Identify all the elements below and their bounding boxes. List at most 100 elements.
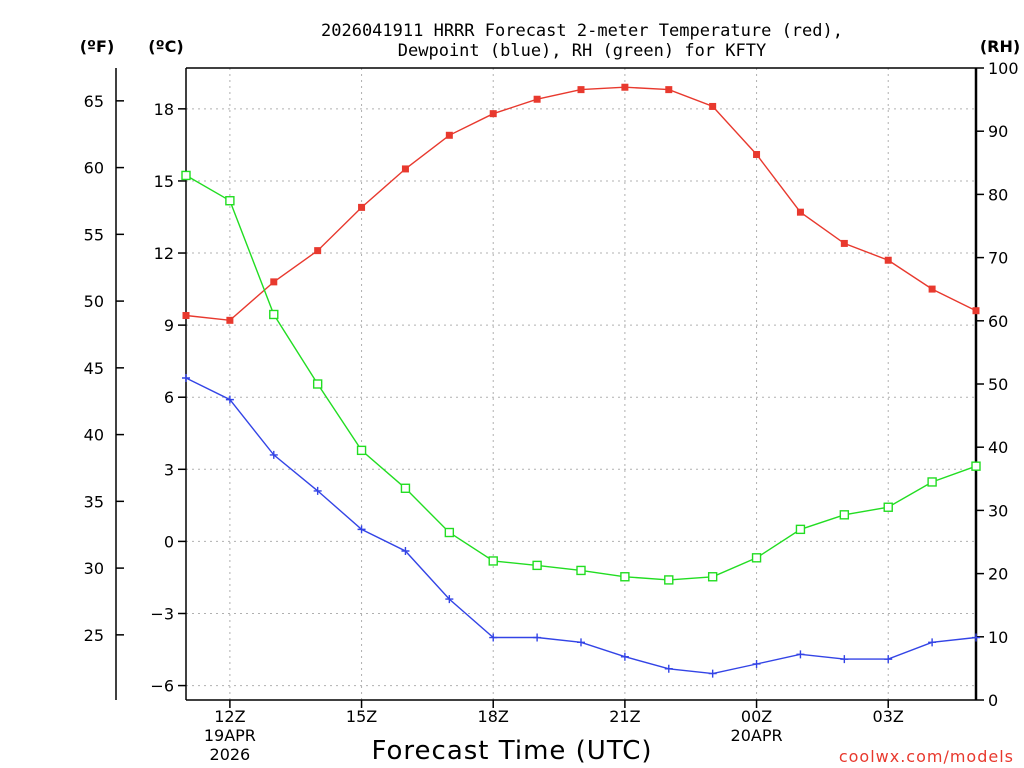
- temperature-point-18: [972, 307, 980, 315]
- rh-line: [185, 174, 977, 581]
- unit-label-rh: (RH): [980, 37, 1020, 56]
- rh-point-3: [312, 379, 323, 389]
- temperature-point-6: [445, 131, 453, 139]
- time-tick-label-5-0: 03Z: [873, 707, 904, 726]
- temperature-point-3: [314, 247, 322, 255]
- fahrenheit-tick-label-6: 35: [84, 492, 104, 511]
- dewpoint-point-15: [840, 655, 849, 664]
- chart-title: 2026041911 HRRR Forecast 2-meter Tempera…: [321, 21, 843, 61]
- rh-tick-label-1: 90: [988, 122, 1008, 141]
- credit-text: coolwx.com/models: [839, 747, 1014, 766]
- dewpoint-point-12: [708, 669, 717, 678]
- fahrenheit-tick-label-7: 30: [84, 559, 104, 578]
- dewpoint-point-3: [313, 486, 322, 495]
- rh-point-6: [444, 527, 455, 538]
- dewpoint-point-18: [972, 633, 980, 642]
- celsius-tick-label-4: 6: [164, 388, 174, 407]
- rh-tick-label-6: 40: [988, 438, 1008, 457]
- celsius-tick-label-5: 3: [164, 460, 174, 479]
- rh-tick-label-0: 100: [988, 59, 1019, 78]
- temperature-line: [185, 86, 977, 322]
- temperature-point-9: [577, 86, 585, 94]
- temperature-point-2: [270, 278, 278, 286]
- dewpoint-point-11: [664, 664, 673, 673]
- fahrenheit-tick-label-3: 50: [84, 292, 104, 311]
- rh-point-15: [839, 510, 850, 520]
- rh-point-8: [532, 560, 542, 571]
- celsius-tick-label-8: −6: [150, 677, 174, 696]
- dewpoint-point-4: [357, 525, 366, 534]
- celsius-tick-label-3: 9: [164, 316, 174, 335]
- rh-point-11: [664, 575, 674, 585]
- rh-point-5: [400, 483, 411, 493]
- time-tick-label-0-1: 19APR: [204, 726, 256, 745]
- temperature-point-11: [665, 86, 673, 94]
- rh-point-17: [927, 477, 937, 487]
- dewpoint-point-6: [445, 595, 454, 604]
- rh-point-10: [620, 572, 630, 582]
- rh-tick-label-10: 0: [988, 691, 998, 710]
- rh-point-2: [269, 309, 279, 320]
- temperature-point-5: [401, 165, 409, 173]
- fahrenheit-tick-label-0: 65: [84, 92, 104, 111]
- celsius-axis: 18 15 12 9 6 3 0 −3 −6: [150, 100, 186, 696]
- dewpoint-point-7: [489, 633, 498, 642]
- dewpoint-point-1: [225, 395, 234, 404]
- rh-point-9: [576, 565, 586, 576]
- rh-tick-label-9: 10: [988, 628, 1008, 647]
- fahrenheit-tick-label-2: 55: [84, 225, 104, 244]
- temperature-point-14: [796, 208, 804, 216]
- unit-label-celsius: (ºC): [148, 37, 183, 56]
- temperature-point-0: [182, 312, 190, 320]
- rh-tick-label-4: 60: [988, 312, 1008, 331]
- temperature-point-10: [621, 83, 629, 91]
- temperature-point-1: [226, 316, 234, 324]
- temperature-point-13: [753, 151, 761, 159]
- dewpoint-point-2: [269, 450, 278, 459]
- rh-tick-label-2: 80: [988, 185, 1008, 204]
- dewpoint-point-13: [752, 659, 761, 668]
- dewpoint-point-5: [401, 547, 410, 556]
- dewpoint-point-14: [796, 650, 805, 659]
- fahrenheit-tick-label-4: 45: [84, 359, 104, 378]
- dewpoint-point-16: [884, 655, 893, 664]
- rh-point-13: [751, 553, 762, 563]
- rh-tick-label-5: 50: [988, 375, 1008, 394]
- rh-point-16: [883, 502, 893, 512]
- dewpoint-point-8: [533, 633, 542, 642]
- grid: [186, 68, 976, 700]
- time-tick-label-4-0: 00Z: [741, 707, 772, 726]
- celsius-tick-label-0: 18: [154, 100, 174, 119]
- rh-tick-label-7: 30: [988, 501, 1008, 520]
- dewpoint-line: [185, 377, 977, 675]
- temperature-point-15: [840, 239, 848, 247]
- time-tick-label-1-0: 15Z: [346, 707, 377, 726]
- fahrenheit-tick-label-5: 40: [84, 426, 104, 445]
- unit-label-fahrenheit: (ºF): [80, 37, 115, 56]
- time-tick-label-4-1: 20APR: [731, 726, 783, 745]
- dewpoint-point-0: [182, 373, 190, 382]
- temperature-point-8: [533, 95, 541, 103]
- time-tick-label-3-0: 21Z: [609, 707, 640, 726]
- rh-tick-label-3: 70: [988, 249, 1008, 268]
- rh-point-7: [488, 556, 498, 566]
- rh-point-18: [971, 461, 981, 471]
- celsius-tick-label-6: 0: [164, 532, 174, 551]
- rh-point-0: [181, 170, 191, 181]
- temperature-point-16: [884, 256, 892, 264]
- rh-point-14: [795, 524, 806, 535]
- time-tick-label-0-0: 12Z: [214, 707, 245, 726]
- celsius-tick-label-2: 12: [154, 244, 174, 263]
- dewpoint-point-10: [620, 652, 629, 661]
- celsius-tick-label-1: 15: [154, 172, 174, 191]
- dewpoint-point-17: [928, 638, 937, 647]
- time-tick-label-2-0: 18Z: [478, 707, 509, 726]
- temperature-point-17: [928, 285, 936, 293]
- celsius-tick-label-7: −3: [150, 604, 174, 623]
- chart-title-line-2: Dewpoint (blue), RH (green) for KFTY: [398, 41, 766, 61]
- temperature-point-12: [709, 102, 717, 110]
- rh-point-4: [356, 445, 367, 456]
